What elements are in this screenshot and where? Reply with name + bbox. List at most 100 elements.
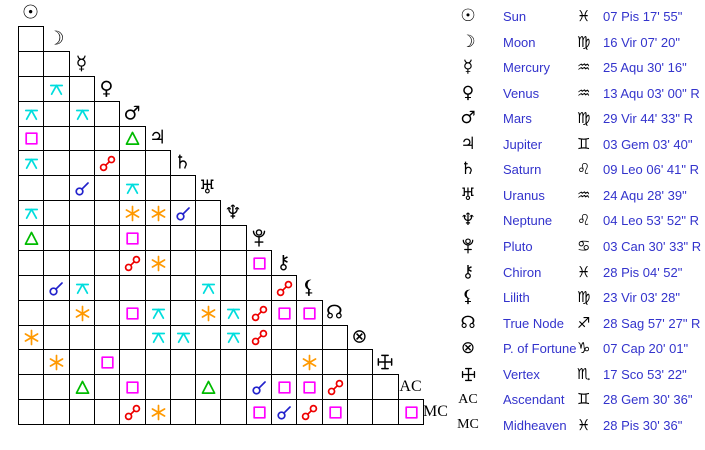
aspect-cell-empty xyxy=(69,76,95,102)
zodiac-sign-icon: ♒ xyxy=(577,58,591,77)
aspect-cell-opposition xyxy=(246,325,272,350)
legend-planet-name: Pluto xyxy=(503,238,533,254)
legend-row-ascendant: AC Ascendant ♊ 28 Gem 30' 36" xyxy=(452,387,702,413)
planet-glyph-saturn: ♄ xyxy=(173,151,192,173)
aspect-square-icon xyxy=(126,231,139,245)
legend-position: 04 Leo 53' 52" R xyxy=(603,213,700,229)
aspect-cell-square xyxy=(296,300,323,326)
zodiac-sign-icon: ♓ xyxy=(577,415,591,434)
aspect-cell-empty xyxy=(69,349,95,375)
aspect-cell-trine xyxy=(119,126,146,151)
aspect-cell-empty xyxy=(94,250,120,276)
aspect-cell-empty xyxy=(43,374,70,400)
aspect-square-icon xyxy=(303,306,316,320)
aspect-sextile-icon xyxy=(201,305,215,321)
legend-position: 13 Aqu 03' 00" R xyxy=(603,85,700,101)
zodiac-sign-icon: ♑ xyxy=(577,339,591,358)
aspect-opposition-icon xyxy=(251,305,267,321)
planet-glyph-ascendant: AC xyxy=(399,377,422,395)
zodiac-sign-icon: ♌ xyxy=(577,160,591,179)
aspect-cell-trine xyxy=(195,374,221,400)
aspect-opposition-icon xyxy=(301,404,318,420)
aspect-opposition-icon xyxy=(124,255,141,271)
aspect-cell-empty xyxy=(43,126,70,151)
aspect-quincunx-icon xyxy=(226,308,241,319)
zodiac-sign-icon: ♊ xyxy=(577,390,591,409)
aspect-cell-empty xyxy=(145,175,171,201)
legend-glyph-chiron: ⚷ xyxy=(461,261,475,282)
legend-position: 23 Vir 03' 28" xyxy=(603,290,680,306)
aspect-square-icon xyxy=(277,380,291,394)
legend-position: 07 Pis 17' 55" xyxy=(603,9,683,25)
aspect-cell-empty xyxy=(18,51,44,77)
zodiac-sign-icon: ♒ xyxy=(577,83,591,102)
legend-planet-name: Neptune xyxy=(503,213,553,229)
aspect-square-icon xyxy=(100,355,114,369)
planet-glyph-sun: ☉ xyxy=(21,1,40,24)
legend-planet-name: Lilith xyxy=(503,290,530,306)
aspect-quincunx-icon xyxy=(125,183,140,194)
aspect-quincunx-icon xyxy=(24,109,38,120)
zodiac-sign-icon: ♓ xyxy=(577,262,591,281)
planet-glyph-chiron: ⚷ xyxy=(276,251,291,273)
aspect-opposition-icon xyxy=(99,155,115,171)
legend-glyph-p-of-fortune: ⊗ xyxy=(460,338,476,359)
aspect-sextile-icon xyxy=(49,354,64,370)
aspect-quincunx-icon xyxy=(75,109,89,120)
legend-row-moon: ☽ Moon ♍ 16 Vir 07' 20" xyxy=(452,29,702,55)
legend-position: 24 Aqu 28' 39" xyxy=(603,187,687,203)
aspect-quincunx-icon xyxy=(151,332,165,344)
legend-row-mercury: ☿ Mercury ♒ 25 Aqu 30' 16" xyxy=(452,55,702,81)
aspect-cell-empty xyxy=(220,399,247,425)
aspect-cell-square xyxy=(246,399,272,425)
planet-glyph-moon: ☽ xyxy=(47,27,65,49)
aspect-cell-empty xyxy=(69,399,95,425)
aspect-cell-square xyxy=(322,399,348,425)
aspect-trine-icon xyxy=(24,231,38,245)
aspect-opposition-icon xyxy=(124,404,141,420)
legend-glyph-neptune: ♆ xyxy=(460,210,476,231)
legend-row-neptune: ♆ Neptune ♌ 04 Leo 53' 52" R xyxy=(452,208,702,234)
aspect-sextile-icon xyxy=(125,205,140,221)
aspect-square-icon xyxy=(252,256,266,270)
legend-glyph-moon: ☽ xyxy=(460,31,476,52)
legend-glyph-mercury: ☿ xyxy=(462,57,474,78)
legend-glyph-pluto xyxy=(452,237,484,255)
legend-planet-name: Uranus xyxy=(503,187,545,203)
aspect-opposition-icon xyxy=(327,379,343,395)
aspect-cell-empty xyxy=(119,275,146,301)
legend-glyph-saturn: ♄ xyxy=(460,159,476,180)
legend-row-vertex: Vertex ♏ 17 Sco 53' 22" xyxy=(452,361,702,387)
legend-row-chiron: ⚷ Chiron ♓ 28 Pis 04' 52" xyxy=(452,259,702,285)
aspect-cell-quincunx xyxy=(43,76,70,102)
legend-planet-name: P. of Fortune xyxy=(503,341,577,357)
aspect-sextile-icon xyxy=(151,404,165,420)
legend-position: 28 Gem 30' 36" xyxy=(603,392,693,408)
legend-position: 07 Cap 20' 01" xyxy=(603,341,689,357)
aspect-cell-square xyxy=(271,374,297,400)
legend-row-uranus: ♅ Uranus ♒ 24 Aqu 28' 39" xyxy=(452,182,702,208)
aspect-square-icon xyxy=(126,380,139,394)
legend-position: 16 Vir 07' 20" xyxy=(603,34,680,50)
vertex-icon xyxy=(377,354,393,369)
aspect-cell-square xyxy=(398,399,424,425)
aspect-quincunx-icon xyxy=(49,84,64,95)
legend-glyph-true-node: ☊ xyxy=(460,312,476,333)
pluto-icon xyxy=(252,228,265,247)
legend-position: 25 Aqu 30' 16" xyxy=(603,60,687,76)
aspect-quincunx-icon xyxy=(24,208,38,219)
legend-planet-name: Ascendant xyxy=(503,392,565,408)
aspect-cell-opposition xyxy=(322,374,348,400)
legend-planet-name: Midheaven xyxy=(503,417,567,433)
aspect-cell-empty xyxy=(322,325,348,350)
legend-glyph-ascendant: AC xyxy=(458,391,478,407)
legend-glyph-midheaven: MC xyxy=(457,417,479,433)
aspect-quincunx-icon xyxy=(75,283,89,294)
legend-row-saturn: ♄ Saturn ♌ 09 Leo 06' 41" R xyxy=(452,157,702,183)
aspect-cell-empty xyxy=(43,399,70,425)
planet-glyph-mars: ♂ xyxy=(123,102,141,124)
legend-row-sun: ☉ Sun ♓ 07 Pis 17' 55" xyxy=(452,4,702,30)
legend-glyph-venus: ♀ xyxy=(461,82,475,103)
planet-glyph-uranus: ♅ xyxy=(198,176,217,198)
